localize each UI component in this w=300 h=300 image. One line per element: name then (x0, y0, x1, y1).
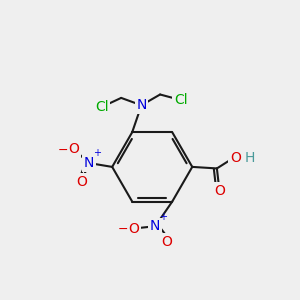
Text: O: O (128, 221, 139, 236)
Text: O: O (214, 184, 225, 198)
Text: O: O (76, 175, 87, 188)
Text: N: N (150, 219, 160, 233)
Text: N: N (84, 156, 94, 170)
Text: Cl: Cl (95, 100, 108, 114)
Text: −: − (58, 143, 68, 157)
Text: O: O (161, 235, 172, 249)
Text: O: O (230, 151, 241, 165)
Text: +: + (93, 148, 101, 158)
Text: H: H (244, 151, 255, 165)
Text: Cl: Cl (174, 93, 188, 107)
Text: −: − (118, 223, 128, 236)
Text: O: O (68, 142, 79, 156)
Text: N: N (136, 98, 147, 112)
Text: +: + (159, 212, 167, 222)
